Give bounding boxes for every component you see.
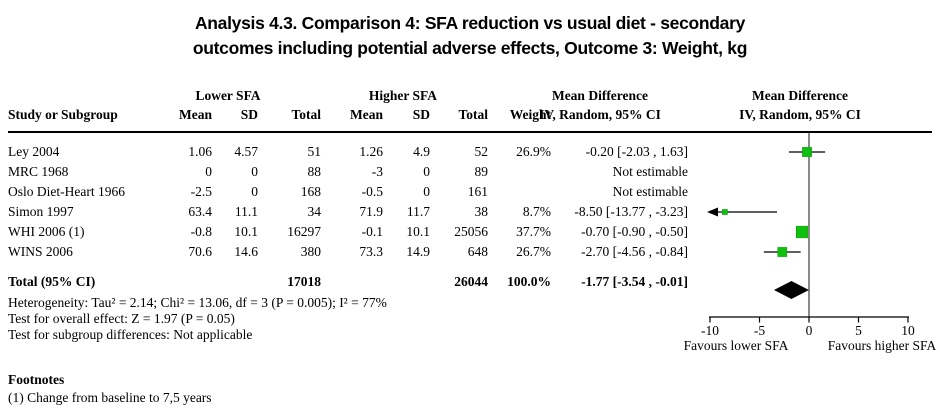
cell-md: -2.70 [-4.56 , -0.84] bbox=[581, 244, 688, 259]
total-weight: 100.0% bbox=[507, 274, 551, 289]
cell-total1: 16297 bbox=[287, 224, 321, 239]
col-header-total1: Total bbox=[291, 107, 321, 122]
cell-sd1: 11.1 bbox=[234, 204, 258, 219]
cell-total1: 380 bbox=[300, 244, 321, 259]
group-header-md-text: Mean Difference bbox=[551, 88, 649, 103]
cell-sd1: 14.6 bbox=[234, 244, 258, 259]
left-arrow bbox=[707, 207, 718, 217]
total-md-ci: -1.77 [-3.54 , -0.01] bbox=[581, 274, 688, 289]
total-n-lower: 17018 bbox=[287, 274, 321, 289]
col-header-study: Study or Subgroup bbox=[8, 107, 118, 122]
col-header-weight: Weight bbox=[509, 107, 551, 122]
cell-mean2: 1.26 bbox=[359, 144, 383, 159]
col-header-total2: Total bbox=[458, 107, 488, 122]
forest-plot: -10 -5 0 5 10 Favours lower SFA Favours higher… bbox=[684, 133, 937, 353]
group-header-higher-sfa: Higher SFA bbox=[368, 88, 438, 103]
cell-total2: 52 bbox=[474, 144, 489, 159]
pooled-diamond bbox=[773, 281, 809, 299]
favours-right-label: Favours higher SFA bbox=[828, 338, 937, 353]
axis-tick-label: 0 bbox=[806, 323, 813, 338]
cell-total2: 38 bbox=[474, 204, 489, 219]
cell-weight: 26.7% bbox=[516, 244, 551, 259]
cell-weight: 37.7% bbox=[516, 224, 551, 239]
cell-name: Ley 2004 bbox=[8, 144, 60, 159]
cell-total2: 161 bbox=[467, 184, 488, 199]
cell-total1: 168 bbox=[300, 184, 321, 199]
footnotes-heading: Footnotes bbox=[8, 372, 65, 387]
cell-sd1: 10.1 bbox=[234, 224, 258, 239]
header-divider bbox=[8, 131, 932, 133]
cell-name: WHI 2006 (1) bbox=[8, 224, 85, 239]
heterogeneity-stat: Heterogeneity: Tau² = 2.14; Chi² = 13.06… bbox=[8, 295, 387, 310]
cell-total1: 34 bbox=[307, 204, 322, 219]
group-header-lower-sfa: Lower SFA bbox=[195, 88, 261, 103]
cell-md: Not estimable bbox=[612, 184, 688, 199]
cell-total2: 25056 bbox=[454, 224, 488, 239]
cell-mean2: -0.1 bbox=[361, 224, 383, 239]
cell-mean1: -2.5 bbox=[190, 184, 212, 199]
cell-sd1: 4.57 bbox=[234, 144, 258, 159]
effect-square bbox=[722, 209, 728, 215]
effect-square bbox=[777, 247, 788, 257]
cell-total1: 51 bbox=[307, 144, 322, 159]
group-header-md-graph: Mean Difference bbox=[751, 88, 849, 103]
cell-sd2: 10.1 bbox=[406, 224, 430, 239]
col-header-ci-graph: IV, Random, 95% CI bbox=[739, 107, 861, 122]
cell-mean2: -3 bbox=[371, 164, 383, 179]
cell-weight: 26.9% bbox=[516, 144, 551, 159]
favours-left-label: Favours lower SFA bbox=[684, 338, 789, 353]
cell-md: -0.20 [-2.03 , 1.63] bbox=[585, 144, 688, 159]
col-header-ci-text: IV, Random, 95% CI bbox=[539, 107, 661, 122]
cell-md: -0.70 [-0.90 , -0.50] bbox=[581, 224, 688, 239]
cell-total1: 88 bbox=[307, 164, 322, 179]
cell-mean2: 73.3 bbox=[359, 244, 383, 259]
col-header-mean1: Mean bbox=[179, 107, 212, 122]
cell-sd2: 14.9 bbox=[406, 244, 430, 259]
cell-total2: 648 bbox=[467, 244, 488, 259]
analysis-title-line1: Analysis 4.3. Comparison 4: SFA reductio… bbox=[194, 13, 746, 33]
cell-mean1: 1.06 bbox=[188, 144, 212, 159]
axis-tick-label: -10 bbox=[701, 323, 719, 338]
cell-md: Not estimable bbox=[612, 164, 688, 179]
analysis-title-line2: outcomes including potential adverse eff… bbox=[192, 38, 748, 58]
cell-sd1: 0 bbox=[251, 164, 258, 179]
col-header-sd2: SD bbox=[412, 107, 430, 122]
cell-sd2: 11.7 bbox=[406, 204, 430, 219]
overall-effect-stat: Test for overall effect: Z = 1.97 (P = 0… bbox=[8, 311, 235, 326]
cell-name: Simon 1997 bbox=[8, 204, 74, 219]
total-n-higher: 26044 bbox=[454, 274, 488, 289]
effect-square bbox=[795, 225, 809, 239]
col-header-sd1: SD bbox=[240, 107, 258, 122]
cell-mean1: -0.8 bbox=[190, 224, 212, 239]
cell-sd2: 0 bbox=[423, 164, 430, 179]
effect-square bbox=[802, 147, 812, 157]
cell-md: -8.50 [-13.77 , -3.23] bbox=[574, 204, 688, 219]
cell-weight: 8.7% bbox=[522, 204, 551, 219]
cell-name: MRC 1968 bbox=[8, 164, 69, 179]
cell-name: Oslo Diet-Heart 1966 bbox=[8, 184, 125, 199]
cell-mean2: -0.5 bbox=[361, 184, 383, 199]
total-label: Total (95% CI) bbox=[8, 274, 96, 289]
cell-mean1: 0 bbox=[205, 164, 212, 179]
cell-mean2: 71.9 bbox=[359, 204, 383, 219]
analysis-title: Analysis 4.3. Comparison 4: SFA reductio… bbox=[0, 11, 940, 61]
col-header-mean2: Mean bbox=[350, 107, 383, 122]
axis-tick-label: 5 bbox=[855, 323, 862, 338]
axis-tick-label: 10 bbox=[901, 323, 915, 338]
cell-mean1: 63.4 bbox=[188, 204, 212, 219]
cell-sd2: 4.9 bbox=[413, 144, 430, 159]
footnote-item: (1) Change from baseline to 7,5 years bbox=[8, 390, 212, 405]
cell-total2: 89 bbox=[474, 164, 489, 179]
cell-name: WINS 2006 bbox=[8, 244, 73, 259]
cell-sd2: 0 bbox=[423, 184, 430, 199]
axis-tick-label: -5 bbox=[754, 323, 765, 338]
subgroup-difference-stat: Test for subgroup differences: Not appli… bbox=[8, 327, 253, 342]
cell-mean1: 70.6 bbox=[188, 244, 212, 259]
cell-sd1: 0 bbox=[251, 184, 258, 199]
